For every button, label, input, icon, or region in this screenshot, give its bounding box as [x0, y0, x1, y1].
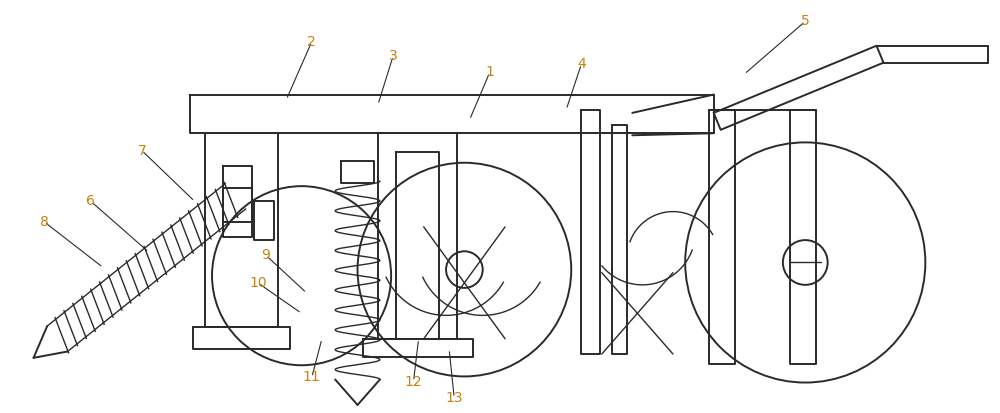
- Text: 3: 3: [389, 49, 398, 63]
- Text: 10: 10: [249, 276, 267, 290]
- Text: 8: 8: [40, 215, 49, 229]
- Text: 5: 5: [801, 14, 810, 28]
- Text: 1: 1: [485, 65, 494, 79]
- Text: 11: 11: [303, 370, 321, 385]
- Text: 4: 4: [577, 57, 586, 71]
- Text: 9: 9: [262, 248, 270, 262]
- Text: 12: 12: [405, 375, 422, 389]
- Text: 7: 7: [137, 144, 146, 157]
- Text: 6: 6: [86, 195, 95, 209]
- Text: 13: 13: [445, 391, 463, 405]
- Text: 2: 2: [307, 35, 316, 49]
